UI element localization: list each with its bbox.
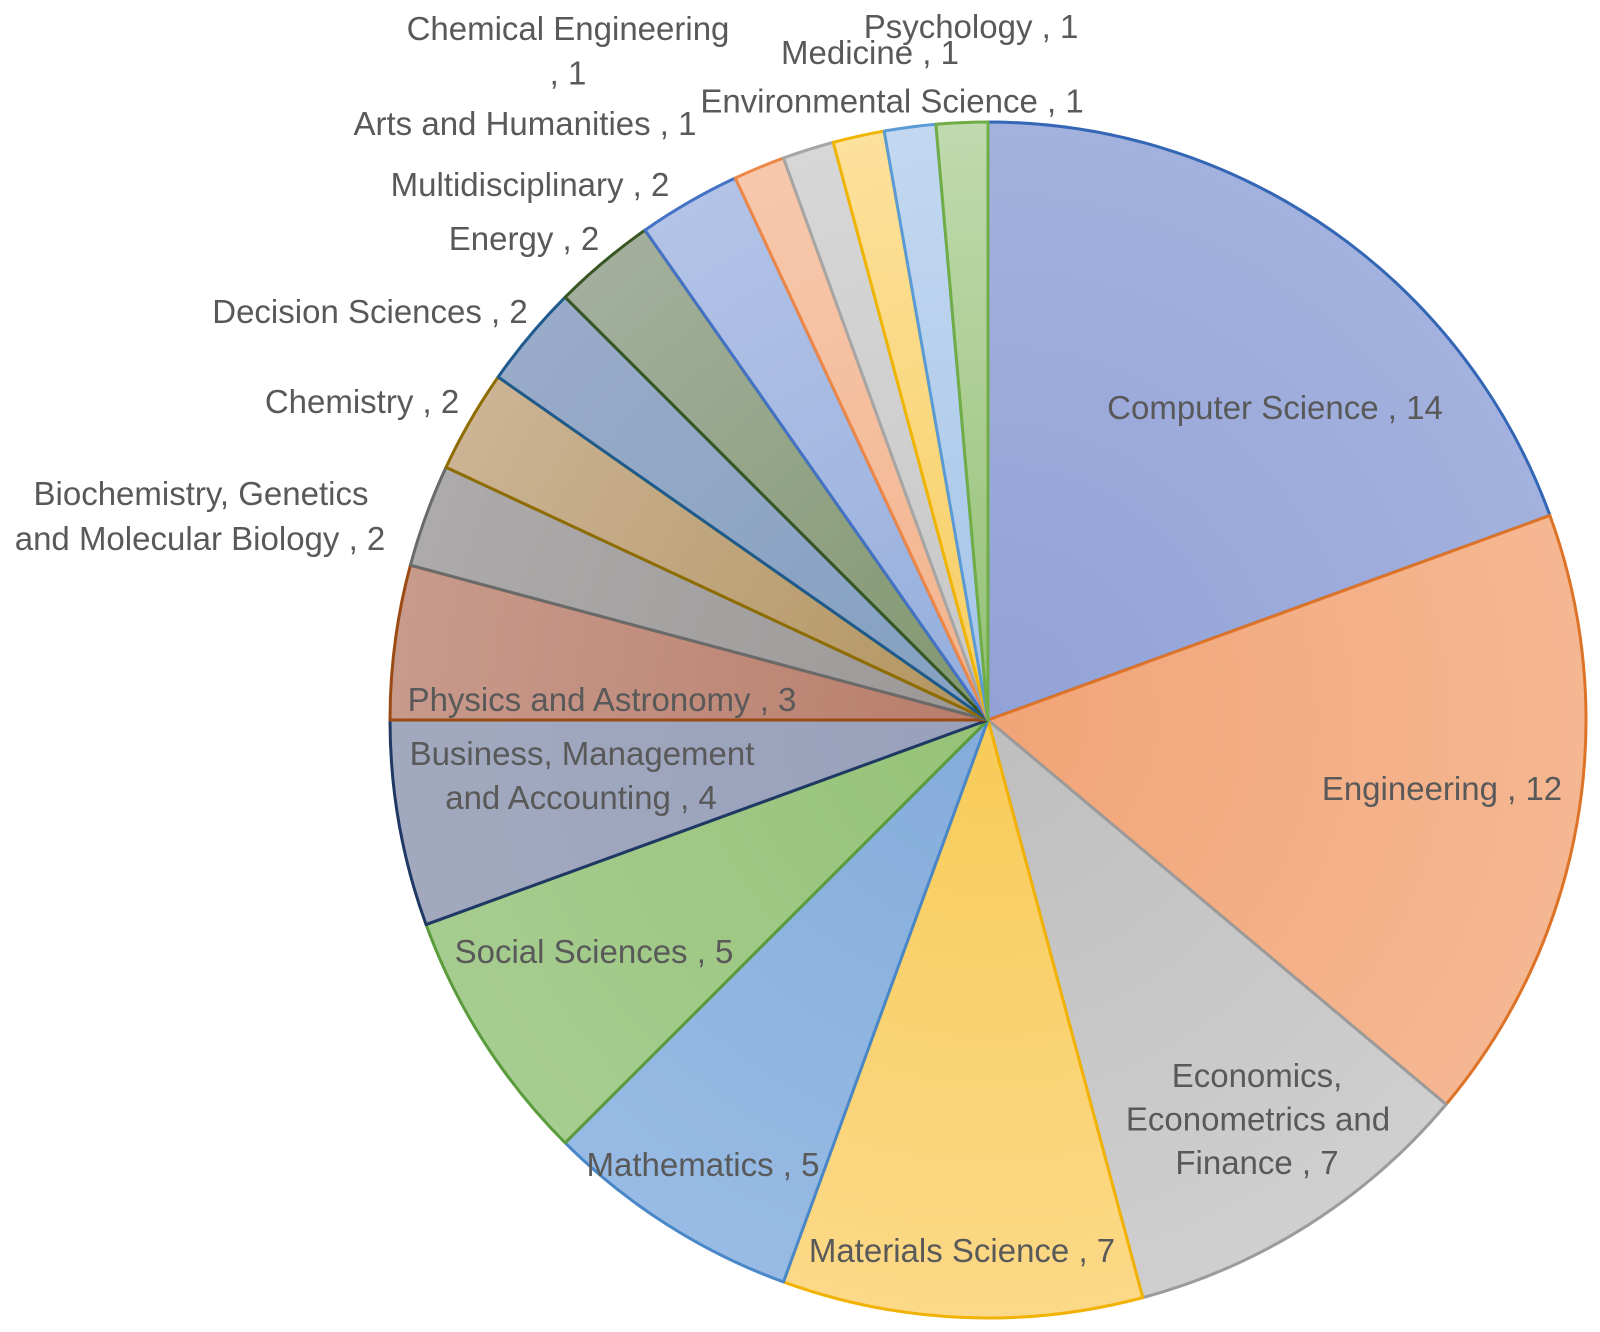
svg-text:Biochemistry, Genetics: Biochemistry, Genetics (34, 475, 369, 512)
svg-text:Computer Science , 14: Computer Science , 14 (1107, 389, 1443, 426)
svg-text:Materials Science , 7: Materials Science , 7 (809, 1232, 1115, 1269)
svg-text:Decision Sciences , 2: Decision Sciences , 2 (212, 293, 527, 330)
svg-text:Psychology , 1: Psychology , 1 (864, 8, 1079, 45)
svg-text:Chemical Engineering: Chemical Engineering (407, 10, 730, 47)
svg-text:Chemistry , 2: Chemistry , 2 (265, 383, 459, 420)
svg-text:Econometrics and: Econometrics and (1126, 1101, 1390, 1138)
svg-text:Engineering , 12: Engineering , 12 (1322, 770, 1562, 807)
svg-text:and Molecular Biology , 2: and Molecular Biology , 2 (15, 520, 386, 557)
svg-text:, 1: , 1 (550, 55, 587, 92)
svg-text:Physics and Astronomy , 3: Physics and Astronomy , 3 (408, 681, 797, 718)
svg-text:Finance , 7: Finance , 7 (1175, 1144, 1338, 1181)
svg-text:Mathematics , 5: Mathematics , 5 (587, 1146, 820, 1183)
svg-text:Medicine , 1: Medicine , 1 (781, 34, 959, 71)
svg-text:Multidisciplinary , 2: Multidisciplinary , 2 (391, 166, 670, 203)
svg-text:Arts and Humanities , 1: Arts and Humanities , 1 (354, 105, 697, 142)
svg-text:Energy , 2: Energy , 2 (449, 220, 599, 257)
svg-text:Social Sciences , 5: Social Sciences , 5 (455, 933, 734, 970)
svg-text:Economics,: Economics, (1172, 1057, 1343, 1094)
svg-text:Business, Management: Business, Management (410, 735, 755, 772)
svg-text:Environmental Science , 1: Environmental Science , 1 (700, 83, 1083, 120)
svg-text:and Accounting , 4: and Accounting , 4 (445, 779, 717, 816)
